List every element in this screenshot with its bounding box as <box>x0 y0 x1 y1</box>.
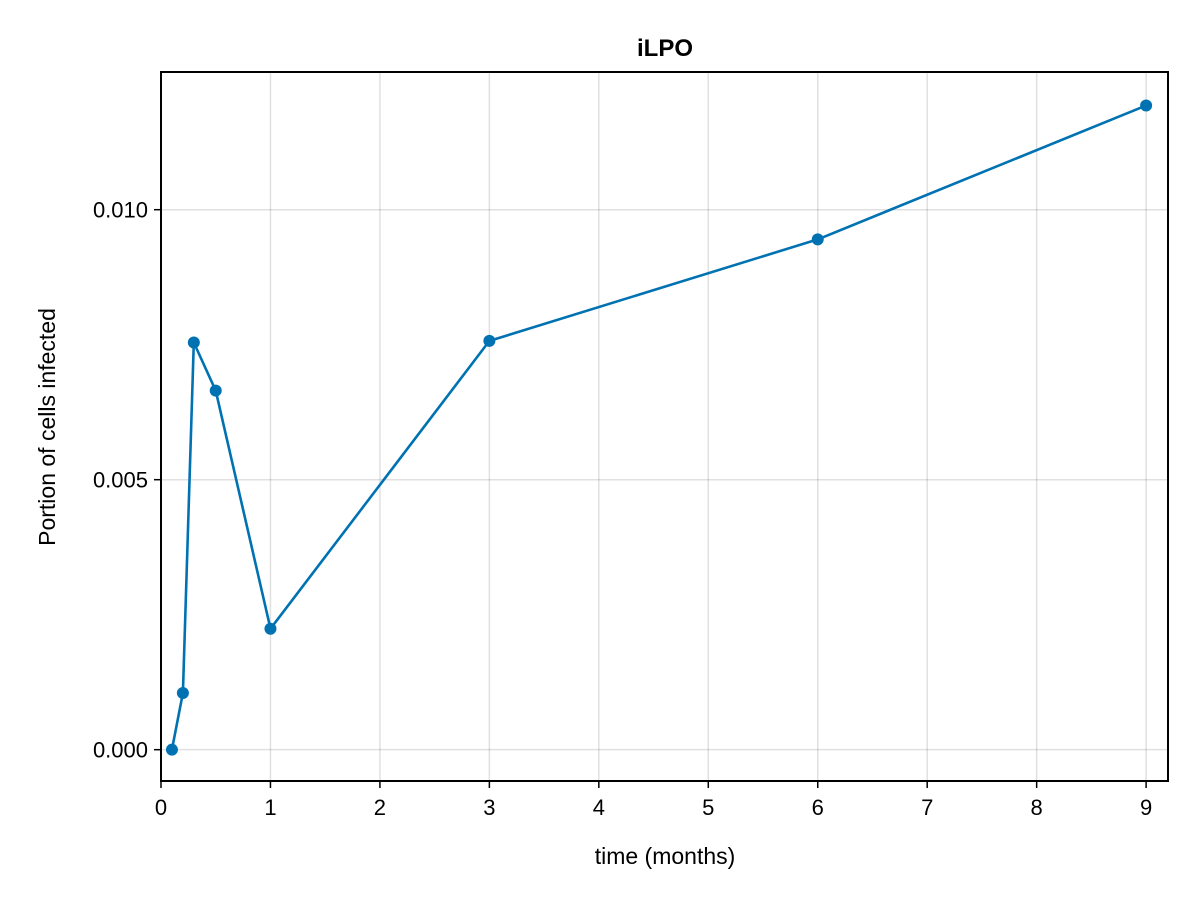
x-tick-label: 4 <box>593 795 605 820</box>
data-point <box>176 686 189 699</box>
data-point <box>187 336 200 349</box>
x-tick-label: 0 <box>155 795 167 820</box>
plot-frame <box>160 71 1169 782</box>
x-tick-labels: 0 1 2 3 4 5 6 7 8 9 <box>155 795 1152 820</box>
y-tick-label: 0.010 <box>93 198 148 223</box>
x-tick-label: 2 <box>374 795 386 820</box>
data-point <box>1140 99 1153 112</box>
x-tick-label: 5 <box>702 795 714 820</box>
x-axis-label: time (months) <box>595 843 736 869</box>
grid <box>160 72 1168 781</box>
x-tick-label: 1 <box>264 795 276 820</box>
series-line <box>170 104 1147 750</box>
x-tick-label: 6 <box>812 795 824 820</box>
tick-marks <box>154 208 1147 788</box>
y-axis-label: Portion of cells infected <box>34 308 60 546</box>
x-tick-label: 7 <box>921 795 933 820</box>
data-point <box>483 334 496 347</box>
chart-title: iLPO <box>637 35 693 62</box>
data-point <box>209 384 222 397</box>
x-tick-label: 8 <box>1031 795 1043 820</box>
y-tick-label: 0.005 <box>93 468 148 493</box>
series-layer <box>165 99 1153 756</box>
y-tick-label: 0.000 <box>93 738 148 763</box>
data-point <box>264 622 277 635</box>
x-tick-label: 3 <box>483 795 495 820</box>
x-tick-label: 9 <box>1140 795 1152 820</box>
y-tick-labels: 0.000 0.005 0.010 <box>93 198 148 763</box>
data-point <box>811 233 824 246</box>
data-point <box>165 743 178 756</box>
